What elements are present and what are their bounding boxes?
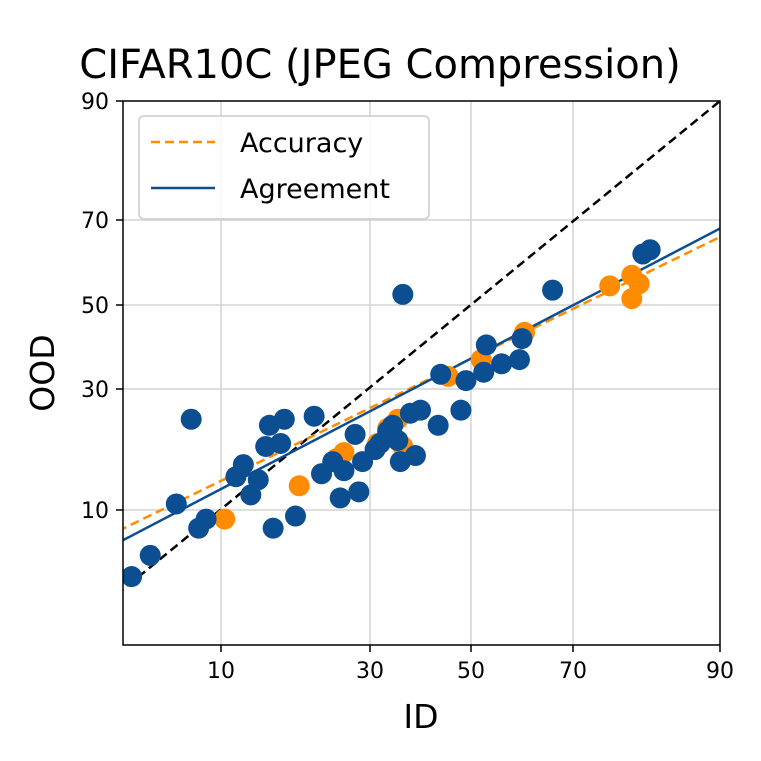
y-tick-label-90: 90 xyxy=(81,90,109,115)
x-tick-label-50: 50 xyxy=(457,659,485,684)
fit-line-accuracy xyxy=(123,235,720,531)
point-agreement-36 xyxy=(450,399,472,421)
y-tick-label-30: 30 xyxy=(81,378,109,403)
y-tick-label-70: 70 xyxy=(81,209,109,234)
data-points xyxy=(123,239,661,588)
y-tick-label-50: 50 xyxy=(81,294,109,319)
legend-label-agreement: Agreement xyxy=(240,174,390,205)
point-agreement-35 xyxy=(430,363,452,385)
point-agreement-19 xyxy=(329,487,351,509)
point-agreement-21 xyxy=(344,423,366,445)
point-agreement-16 xyxy=(303,405,325,427)
point-agreement-22 xyxy=(348,481,370,503)
legend: Accuracy Agreement xyxy=(138,115,430,220)
point-agreement-34 xyxy=(427,414,449,436)
point-agreement-15 xyxy=(285,505,306,527)
point-agreement-33 xyxy=(410,399,431,421)
point-accuracy-1 xyxy=(288,475,310,497)
y-tick-label-10: 10 xyxy=(81,499,109,524)
point-agreement-14 xyxy=(273,408,295,430)
point-accuracy-15 xyxy=(628,273,650,295)
y-axis-label: OOD xyxy=(23,334,62,411)
point-accuracy-0 xyxy=(214,508,236,530)
x-tick-label-90: 90 xyxy=(706,659,734,684)
point-agreement-32 xyxy=(404,445,426,467)
point-agreement-41 xyxy=(508,349,530,371)
point-agreement-28 xyxy=(387,429,409,451)
point-accuracy-12 xyxy=(599,275,621,297)
point-agreement-12 xyxy=(262,517,284,539)
point-agreement-42 xyxy=(511,328,533,350)
point-agreement-5 xyxy=(195,508,217,530)
point-agreement-0 xyxy=(123,566,143,588)
point-agreement-13 xyxy=(270,432,292,454)
point-agreement-7 xyxy=(232,454,254,476)
chart-title: CIFAR10C (JPEG Compression) xyxy=(79,42,680,88)
point-agreement-9 xyxy=(247,469,269,491)
point-agreement-38 xyxy=(473,361,495,383)
point-agreement-3 xyxy=(180,408,202,430)
plot-frame xyxy=(122,100,721,646)
point-agreement-2 xyxy=(165,493,187,515)
point-agreement-20 xyxy=(333,460,355,482)
x-tick-label-30: 30 xyxy=(356,659,384,684)
x-axis-label: ID xyxy=(403,697,438,736)
point-agreement-40 xyxy=(491,353,513,375)
plot-area xyxy=(123,101,720,592)
point-agreement-45 xyxy=(639,239,661,261)
axis-ticks: 10 30 50 70 90 10 30 50 70 90 xyxy=(81,90,734,684)
point-agreement-30 xyxy=(392,283,414,305)
point-agreement-39 xyxy=(475,334,497,356)
legend-label-accuracy: Accuracy xyxy=(240,128,363,159)
point-agreement-1 xyxy=(139,544,161,566)
x-tick-label-70: 70 xyxy=(559,659,587,684)
point-agreement-37 xyxy=(455,370,477,392)
x-tick-label-10: 10 xyxy=(207,659,235,684)
point-agreement-43 xyxy=(542,279,564,301)
